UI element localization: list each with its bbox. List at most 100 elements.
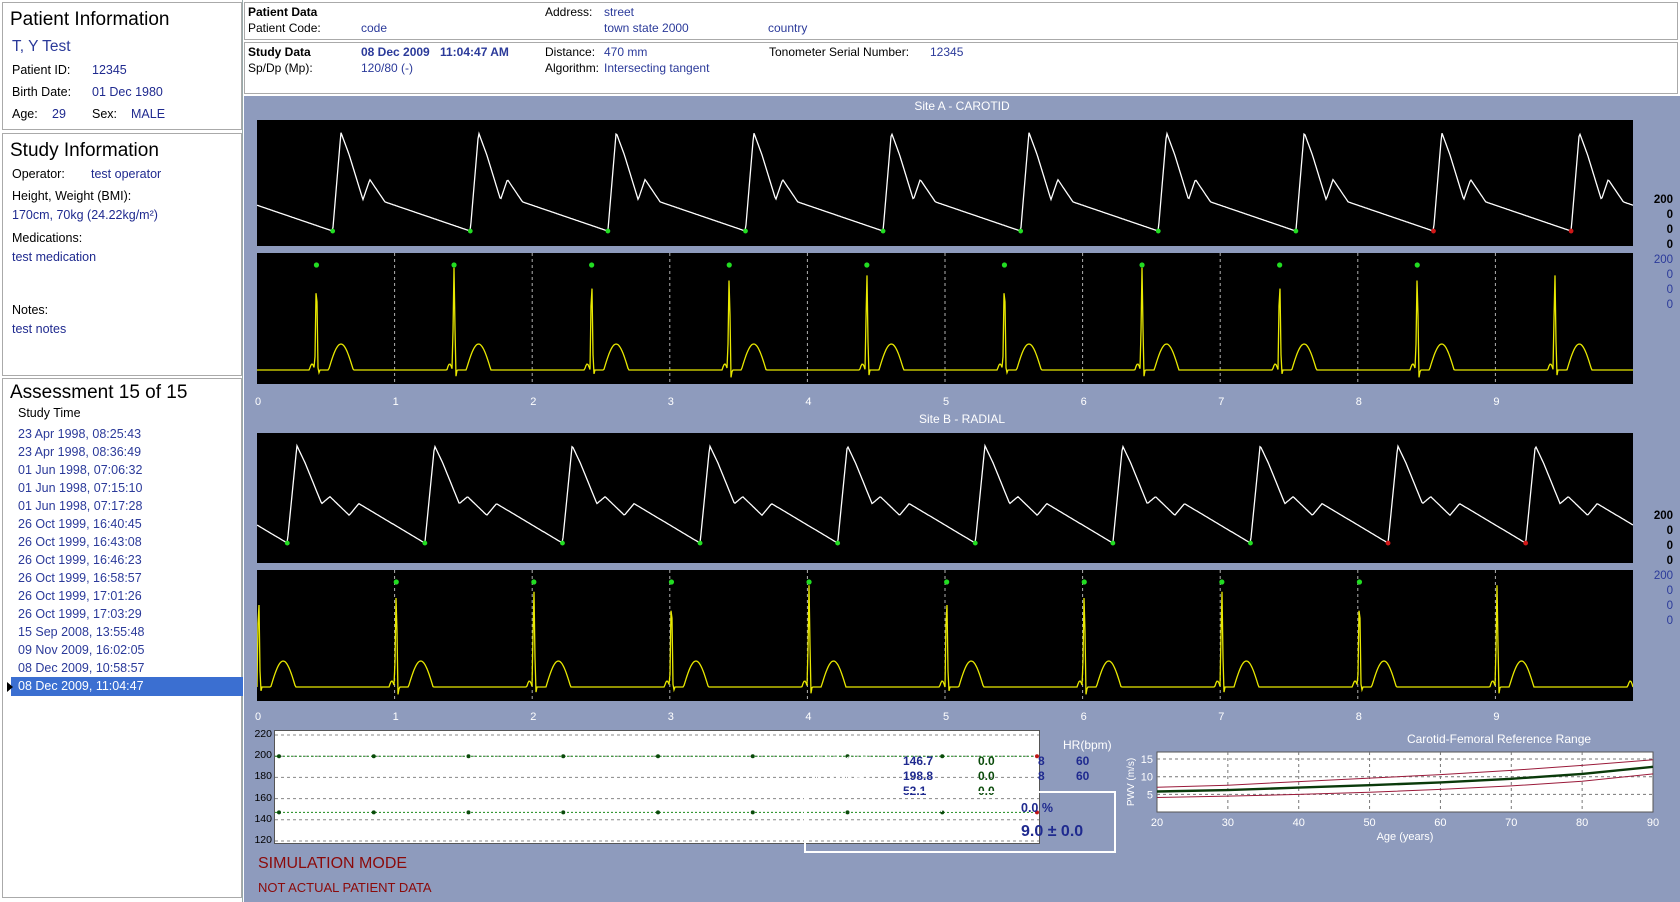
scale-label: 0 <box>1666 600 1673 612</box>
scale-label: 0 <box>1666 615 1673 627</box>
study-time-item[interactable]: 26 Oct 1999, 17:01:26 <box>16 587 242 606</box>
reference-series-line <box>1156 759 1654 788</box>
reference-y-tick-label: 10 <box>1141 772 1153 784</box>
study-time-item[interactable]: 09 Nov 2009, 16:02:05 <box>16 641 242 660</box>
site-a-time-axis: 0 1 2 3 4 5 6 7 8 9 <box>255 396 1633 410</box>
hr-y-tick-label: 120 <box>254 834 272 846</box>
study-time-text: 23 Apr 1998, 08:36:49 <box>18 445 142 459</box>
study-time-text: 26 Oct 1999, 17:03:29 <box>18 607 142 621</box>
time-tick-label: 6 <box>1080 711 1087 723</box>
study-time-text: 26 Oct 1999, 16:58:57 <box>18 571 142 585</box>
r-peak-marker <box>1356 579 1363 585</box>
site-b-ecg-graph <box>257 570 1633 701</box>
study-time-item[interactable]: 26 Oct 1999, 16:46:23 <box>16 551 242 570</box>
address-label: Address: <box>545 5 593 19</box>
hr-data-point <box>750 810 755 815</box>
study-time-text: 01 Jun 1998, 07:17:28 <box>18 499 143 513</box>
study-time-item[interactable]: 23 Apr 1998, 08:25:43 <box>16 425 242 444</box>
study-info-panel: Study Information Operator: test operato… <box>2 133 242 376</box>
foot-marker <box>1523 540 1529 546</box>
left-sidebar: Patient Information T, Y Test Patient ID… <box>0 0 243 902</box>
study-time-item[interactable]: 26 Oct 1999, 16:58:57 <box>16 569 242 588</box>
scale-label: 200 <box>1653 254 1673 266</box>
ecg-waveform-line <box>257 585 1633 695</box>
assessment-title: Assessment 15 of 15 <box>10 382 188 403</box>
time-tick-label: 0 <box>255 711 262 723</box>
r-peak-marker <box>313 262 320 268</box>
scale-label: 0 <box>1666 224 1673 236</box>
hr-y-tick-label: 160 <box>254 791 272 804</box>
results-cell: ECG-CAR <box>815 754 871 768</box>
study-info-title: Study Information <box>10 140 159 161</box>
distance-label: Distance: <box>545 45 596 59</box>
hr-data-point <box>466 810 471 815</box>
time-tick-label: 8 <box>1355 396 1362 408</box>
scale-label: 0 <box>1666 525 1673 537</box>
medications-value: test medication <box>12 250 97 264</box>
reference-x-tick-label: 30 <box>1222 817 1234 829</box>
patient-code-value: code <box>361 21 388 35</box>
study-time-text: 26 Oct 1999, 16:40:45 <box>18 517 142 531</box>
hr-data-point <box>277 810 281 815</box>
r-peak-marker <box>1001 262 1008 268</box>
study-time-text: 15 Sep 2008, 13:55:48 <box>18 625 145 639</box>
study-time-text: 26 Oct 1999, 16:46:23 <box>18 553 142 567</box>
study-time-item[interactable]: 26 Oct 1999, 16:43:08 <box>16 533 242 552</box>
results-cell: ECG-RAD <box>815 769 871 783</box>
foot-marker <box>972 540 978 546</box>
foot-marker <box>1385 540 1391 546</box>
medications-label: Medications: <box>12 231 83 245</box>
r-peak-marker <box>451 262 457 268</box>
sex-label: Sex: <box>92 107 118 121</box>
hr-data-point <box>371 810 376 815</box>
study-time-item[interactable]: 01 Jun 1998, 07:15:10 <box>16 479 242 498</box>
study-time-item[interactable]: 26 Oct 1999, 16:40:45 <box>16 515 242 534</box>
study-time-item[interactable]: 23 Apr 1998, 08:36:49 <box>16 443 242 462</box>
scale-label: 0 <box>1666 284 1673 296</box>
hr-data-point <box>1035 810 1039 815</box>
hr-y-tick-label: 220 <box>254 728 272 740</box>
results-cell: 60 <box>1076 769 1090 783</box>
patient-id-value: 12345 <box>92 63 127 77</box>
selected-arrow-icon <box>7 682 13 692</box>
reference-y-tick-label: 15 <box>1141 754 1153 766</box>
study-time-item[interactable]: 08 Dec 2009, 11:04:47 <box>11 677 243 696</box>
reference-chart-svg: 20 30 40 50 60 70 80 90 15 10 5 Age (years) PWV (m/s… <box>1126 751 1659 843</box>
foot-marker <box>467 228 473 234</box>
r-peak-marker <box>393 579 399 585</box>
time-tick-label: 9 <box>1493 396 1500 408</box>
study-time-item[interactable]: 08 Dec 2009, 10:58:57 <box>16 659 242 678</box>
reference-x-tick-label: 60 <box>1434 817 1446 829</box>
r-peak-marker <box>806 579 812 585</box>
hr-y-tick-label: 180 <box>254 770 272 783</box>
hr-plot <box>274 730 1040 844</box>
scale-label: 0 <box>1666 209 1673 221</box>
scale-label: 0 <box>1666 540 1673 552</box>
study-time-text: 09 Nov 2009, 16:02:05 <box>18 643 145 657</box>
pwv-label: Pulse Wave Velocity (m/s) <box>814 823 1000 840</box>
foot-marker <box>1431 228 1436 234</box>
results-cell: 60 <box>1076 754 1090 768</box>
scale-label: 0 <box>1666 299 1673 311</box>
study-time-item[interactable]: 26 Oct 1999, 17:03:29 <box>16 605 242 624</box>
study-time-item[interactable]: 15 Sep 2008, 13:55:48 <box>16 623 242 642</box>
sex-value: MALE <box>131 107 166 121</box>
results-header-cell: N <box>1025 738 1034 752</box>
scale-label: 0 <box>1666 239 1673 251</box>
hr-data-point <box>277 754 281 759</box>
assessment-list-panel: Assessment 15 of 15 Study Time 23 Apr 19… <box>2 378 243 898</box>
results-cell: 198.8 <box>903 769 934 783</box>
foot-marker <box>1018 228 1024 234</box>
foot-marker <box>284 540 290 546</box>
time-tick-label: 5 <box>943 711 950 723</box>
time-tick-label: 1 <box>392 396 399 408</box>
study-time-item[interactable]: 01 Jun 1998, 07:17:28 <box>16 497 242 516</box>
hr-data-point <box>656 754 660 759</box>
study-time-item[interactable]: 01 Jun 1998, 07:06:32 <box>16 461 242 480</box>
study-data-box: Study Data 08 Dec 2009 11:04:47 AM Sp/Dp… <box>244 42 1678 94</box>
time-tick-label: 7 <box>1218 396 1225 408</box>
r-peak-marker <box>1139 262 1145 268</box>
age-value: 29 <box>52 107 66 121</box>
tonometer-value: 12345 <box>930 45 964 59</box>
spdp-label: Sp/Dp (Mp): <box>248 61 313 75</box>
